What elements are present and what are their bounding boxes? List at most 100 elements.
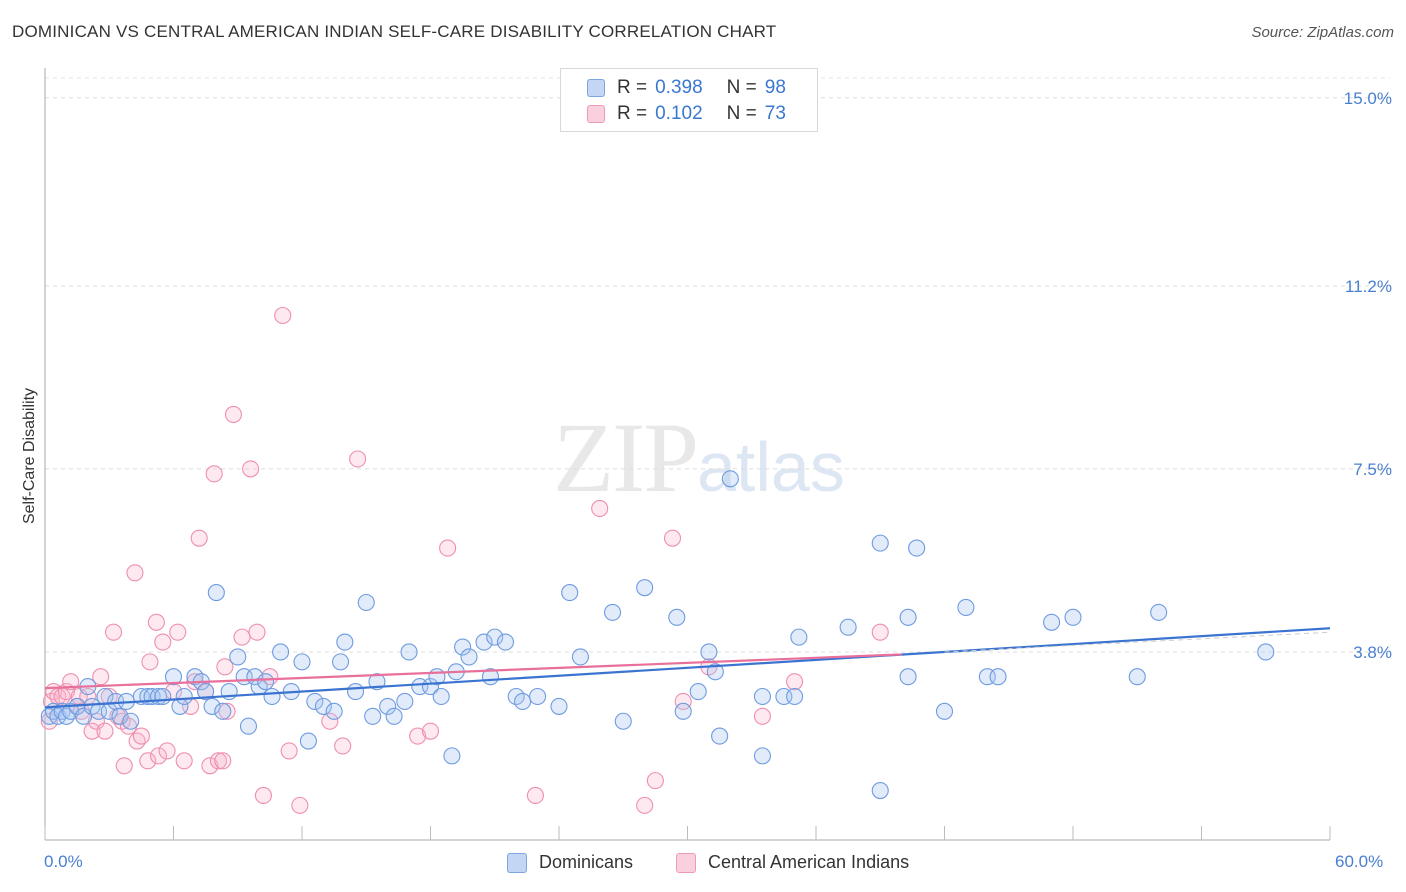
point-dominicans [306, 692, 324, 711]
point-dominicans [154, 687, 172, 706]
point-central-american-indians [40, 712, 58, 730]
point-central-american-indians [871, 623, 889, 641]
point-central-american-indians [334, 737, 352, 755]
point-dominicans [989, 668, 1007, 686]
point-central-american-indians [141, 653, 159, 671]
point-central-american-indians [154, 633, 172, 651]
point-central-american-indians [409, 727, 427, 745]
point-dominicans [839, 618, 857, 636]
point-central-american-indians [591, 499, 609, 518]
legend-row-dominicans: R = 0.398 N = 98 [587, 77, 786, 99]
point-dominicans [674, 702, 692, 720]
axes [44, 68, 1331, 841]
point-central-american-indians [205, 465, 223, 483]
point-dominicans [786, 687, 804, 706]
point-central-american-indians [96, 722, 114, 740]
point-dominicans [614, 712, 632, 730]
point-dominicans [753, 747, 772, 765]
point-dominicans [700, 643, 718, 661]
legend-item-central-american-indians: Central American Indians [676, 852, 909, 873]
point-dominicans [203, 697, 221, 715]
point-dominicans [514, 692, 532, 711]
point-dominicans [871, 534, 889, 552]
r-label: R = [617, 103, 648, 124]
point-dominicans [432, 687, 450, 706]
legend-swatch-pink [587, 105, 605, 123]
point-central-american-indians [216, 658, 234, 676]
point-dominicans [475, 633, 493, 651]
point-dominicans [899, 608, 917, 626]
point-dominicans [561, 584, 579, 602]
legend-swatch-pink [676, 852, 696, 873]
n-label: N = [726, 103, 757, 124]
point-dominicans [336, 633, 354, 651]
point-central-american-indians [149, 747, 168, 765]
point-dominicans [706, 663, 724, 681]
point-dominicans [111, 707, 129, 725]
point-dominicans [871, 781, 889, 800]
point-central-american-indians [233, 628, 251, 646]
point-central-american-indians [321, 712, 339, 730]
point-dominicans [331, 653, 350, 671]
point-dominicans [164, 668, 183, 686]
n-label: N = [726, 77, 757, 98]
point-central-american-indians [62, 673, 80, 691]
point-dominicans [689, 683, 707, 701]
point-dominicans [239, 717, 258, 735]
point-dominicans [379, 697, 397, 715]
point-central-american-indians [248, 623, 266, 641]
point-dominicans [529, 687, 547, 706]
point-central-american-indians [636, 796, 654, 814]
point-dominicans [1128, 668, 1146, 686]
watermark: ZIPatlas [553, 400, 845, 515]
point-dominicans [443, 747, 461, 765]
r-label: R = [617, 77, 648, 98]
point-dominicans [636, 579, 654, 597]
point-dominicans [400, 643, 418, 661]
r-value: 0.102 [655, 103, 703, 124]
point-central-american-indians [158, 742, 176, 760]
point-central-american-indians [786, 673, 804, 691]
point-dominicans [257, 673, 275, 691]
point-dominicans [272, 643, 290, 661]
legend-label-central-american-indians: Central American Indians [708, 852, 910, 872]
point-dominicans [299, 732, 317, 750]
point-dominicans [396, 692, 414, 711]
point-central-american-indians [224, 405, 243, 424]
point-dominicans [263, 687, 281, 706]
y-tick-label: 3.8% [1353, 643, 1392, 662]
stats-legend: R = 0.398 N = 98 R = 0.102 N = 73 [560, 68, 818, 132]
point-dominicans [496, 633, 515, 651]
point-dominicans [753, 687, 772, 706]
point-central-american-indians [291, 796, 309, 814]
point-central-american-indians [83, 722, 101, 740]
point-central-american-indians [218, 702, 236, 720]
point-central-american-indians [147, 613, 165, 631]
point-central-american-indians [209, 752, 228, 770]
y-tick-label: 15.0% [1344, 89, 1392, 108]
point-dominicans [1150, 603, 1168, 621]
trend-lines [44, 627, 1331, 709]
y-tick-label: 7.5% [1353, 460, 1392, 479]
legend-item-dominicans: Dominicans [507, 852, 633, 873]
watermark-atlas: atlas [697, 428, 845, 506]
point-dominicans [460, 648, 478, 666]
series-legend: Dominicans Central American Indians [0, 852, 1406, 878]
point-dominicans [550, 697, 568, 715]
point-central-american-indians [126, 564, 144, 582]
point-dominicans [325, 702, 343, 720]
point-central-american-indians [201, 757, 219, 775]
legend-label-dominicans: Dominicans [539, 852, 634, 872]
trend-central-american-indians [44, 653, 902, 690]
point-dominicans [1064, 608, 1082, 626]
point-central-american-indians [254, 786, 273, 805]
legend-row-central-american-indians: R = 0.102 N = 73 [587, 103, 786, 125]
point-central-american-indians [169, 623, 187, 641]
point-central-american-indians [190, 529, 208, 547]
grid [45, 77, 1390, 653]
source-label: Source: ZipAtlas.com [1251, 24, 1394, 41]
point-dominicans [603, 603, 622, 621]
trend-dominicans [44, 627, 1331, 709]
point-dominicans [207, 584, 225, 602]
